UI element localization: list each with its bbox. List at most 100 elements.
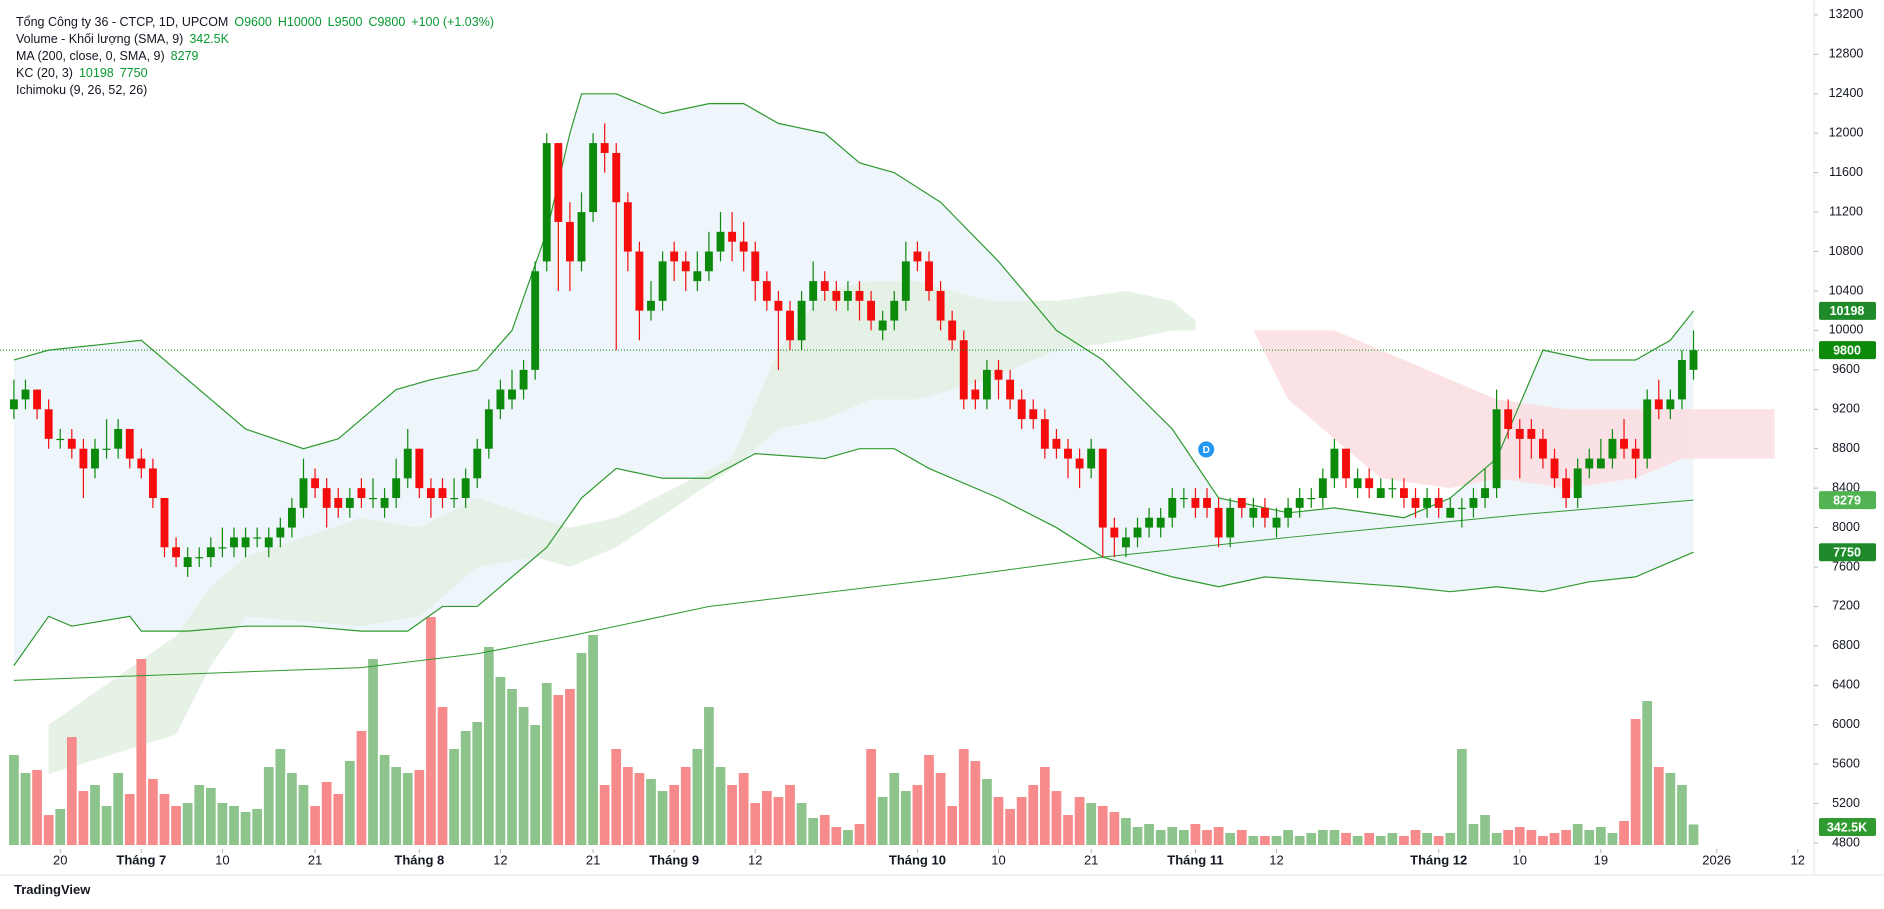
- x-tick-label: 21: [586, 852, 600, 867]
- volume-bar: [437, 707, 448, 845]
- volume-bar: [819, 815, 830, 845]
- y-tick-label: 6400: [1832, 678, 1860, 692]
- volume-bar: [1097, 806, 1108, 845]
- volume-bar: [1167, 827, 1178, 845]
- volume-bar: [1132, 827, 1143, 845]
- indicator-value: 8279: [170, 49, 199, 63]
- volume-bar: [1190, 824, 1201, 845]
- volume-bar: [669, 785, 680, 845]
- volume-bar: [541, 683, 552, 845]
- volume-bar: [622, 767, 633, 845]
- y-tick-label: 6800: [1832, 638, 1860, 652]
- volume-bar: [1584, 830, 1595, 845]
- volume-bar: [796, 803, 807, 845]
- volume-bar: [854, 824, 865, 845]
- candle-body: [797, 300, 806, 341]
- candle-body: [1608, 438, 1617, 459]
- candle-body: [577, 212, 586, 262]
- volume-bar: [287, 773, 297, 845]
- volume-bar: [1364, 833, 1375, 845]
- volume-bar: [426, 617, 436, 845]
- volume-bar: [229, 806, 239, 845]
- x-tick-label: Tháng 12: [1410, 852, 1467, 867]
- volume-bar: [1236, 830, 1247, 845]
- candle-body: [1527, 428, 1536, 439]
- candle-body: [843, 290, 852, 301]
- legend-row: Ichimoku (9, 26, 52, 26): [16, 82, 500, 99]
- volume-bar: [1016, 797, 1027, 845]
- volume-bar: [321, 782, 332, 845]
- candle-body: [867, 300, 876, 321]
- volume-bar: [263, 767, 274, 845]
- change: +100 (+1.03%): [411, 15, 494, 29]
- candle-body: [1006, 379, 1015, 400]
- volume-bar: [518, 707, 529, 845]
- candle-body: [137, 458, 146, 469]
- volume-bar: [379, 755, 390, 845]
- y-tick-label: 12800: [1829, 47, 1864, 61]
- candle-body: [1145, 517, 1154, 528]
- candle-body: [311, 478, 320, 489]
- volume-bar: [1503, 830, 1514, 845]
- candle-body: [1168, 498, 1177, 518]
- ichimoku-cloud: [1681, 409, 1775, 459]
- candle-body: [1469, 498, 1478, 508]
- candle-body: [774, 300, 783, 311]
- ichimoku-cloud: [419, 498, 478, 617]
- candle-body: [450, 498, 459, 500]
- volume-bar: [1410, 830, 1421, 845]
- volume-bar: [136, 659, 147, 845]
- candle-body: [1504, 409, 1513, 429]
- volume-bar: [1468, 824, 1479, 845]
- ichimoku-cloud: [1056, 290, 1126, 351]
- candle-body: [1179, 498, 1188, 500]
- volume-bar: [1039, 767, 1050, 845]
- y-tick-label: 7200: [1832, 599, 1860, 613]
- candle-body: [1156, 517, 1165, 528]
- y-tick-label: 11600: [1829, 165, 1863, 179]
- volume-bar: [866, 749, 876, 845]
- volume-bar: [935, 773, 946, 845]
- candle-body: [1562, 478, 1571, 499]
- volume-bar: [530, 725, 541, 845]
- y-tick-label: 6000: [1832, 717, 1860, 731]
- branding: TradingView: [14, 882, 91, 897]
- x-tick-label: 2026: [1702, 852, 1731, 867]
- y-tick-label: 10000: [1829, 323, 1864, 337]
- candle-body: [438, 488, 447, 499]
- x-tick-label: 12: [748, 852, 762, 867]
- candle-body: [148, 468, 157, 499]
- candle-body: [114, 428, 123, 449]
- ichimoku-cloud: [535, 517, 570, 568]
- y-tick-label: 8400: [1832, 480, 1860, 494]
- volume-bar: [646, 779, 656, 845]
- candle-body: [1318, 478, 1327, 499]
- volume-bar: [1063, 815, 1073, 845]
- indicator-value: 342.5K: [189, 32, 229, 46]
- y-tick-label: 5600: [1832, 756, 1860, 770]
- candle-body: [1191, 498, 1200, 508]
- candle-body: [1272, 517, 1281, 528]
- event-marker-label: D: [1203, 445, 1210, 456]
- volume-bar: [704, 707, 714, 845]
- candle-body: [125, 428, 134, 459]
- candle-body: [160, 498, 169, 548]
- event-marker: [1198, 441, 1215, 458]
- kc-lower-badge: [1819, 543, 1876, 562]
- candle-body: [600, 143, 609, 153]
- volume-bar: [750, 803, 761, 845]
- candle-body: [230, 537, 238, 548]
- candle-body: [936, 290, 945, 321]
- y-tick-label: 8800: [1832, 441, 1860, 455]
- volume-bar: [1514, 827, 1525, 845]
- volume-bar: [680, 767, 691, 845]
- candle-body: [1284, 507, 1293, 518]
- legend-row: Volume - Khối lượng (SMA, 9) 342.5K: [16, 31, 500, 48]
- volume-bar: [414, 770, 425, 845]
- volume-bar: [1653, 767, 1664, 845]
- indicator-value: 10198: [78, 66, 114, 80]
- candle-body: [1075, 458, 1084, 469]
- candle-body: [183, 557, 192, 568]
- volume-bar: [657, 791, 668, 845]
